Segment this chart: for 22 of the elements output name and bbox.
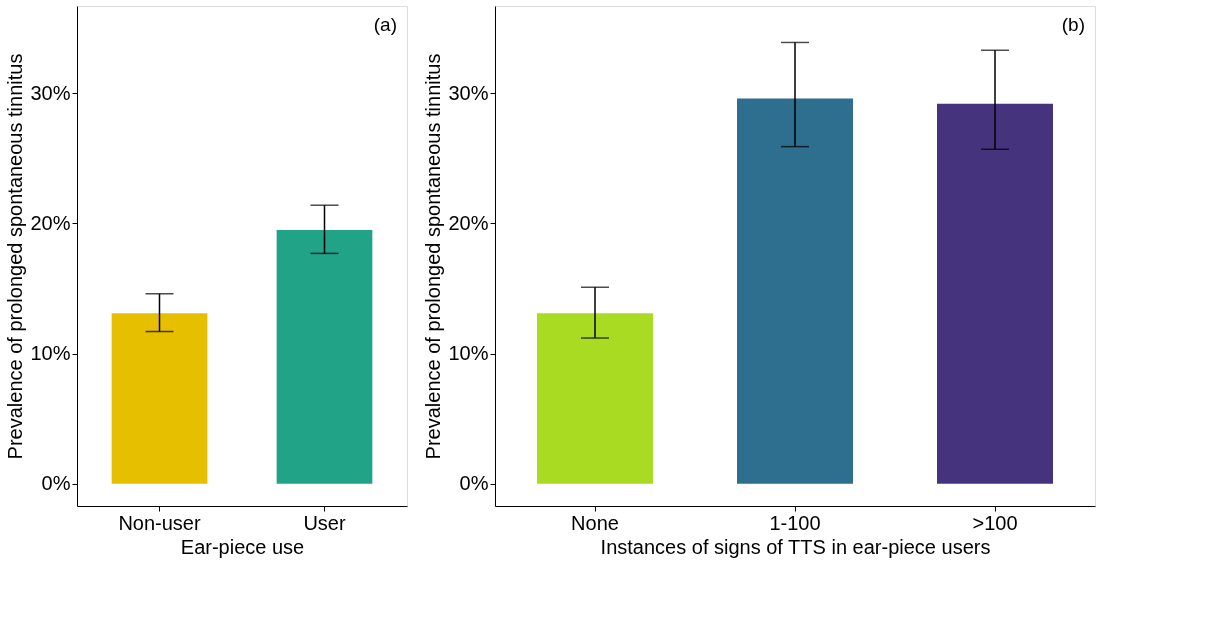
bar xyxy=(737,98,853,484)
y-tick-label: 30% xyxy=(30,81,71,104)
x-axis-title: Instances of signs of TTS in ear-piece users xyxy=(600,535,991,558)
x-tick-label: Non-user xyxy=(118,511,201,534)
y-tick-label: 10% xyxy=(448,342,489,365)
y-tick-label: 0% xyxy=(459,472,489,495)
x-tick-label: None xyxy=(571,511,619,534)
y-tick-label: 20% xyxy=(448,211,489,234)
y-tick-label: 10% xyxy=(30,342,71,365)
x-tick-label: 1-100 xyxy=(769,511,821,534)
x-tick-label: >100 xyxy=(972,511,1018,534)
annotation: (b) xyxy=(1061,14,1085,35)
y-tick-label: 30% xyxy=(448,81,489,104)
x-tick-label: User xyxy=(303,511,346,534)
bar xyxy=(537,313,653,484)
y-tick-label: 0% xyxy=(41,472,71,495)
bar xyxy=(937,103,1053,484)
y-tick-label: 20% xyxy=(30,211,71,234)
annotation: (a) xyxy=(373,14,397,35)
y-axis-title: Prevalence of prolonged spontaneous tinnitus xyxy=(4,53,27,460)
y-axis-title: Prevalence of prolonged spontaneous tinnitus xyxy=(422,53,445,460)
x-axis-title: Ear-piece use xyxy=(180,535,305,558)
